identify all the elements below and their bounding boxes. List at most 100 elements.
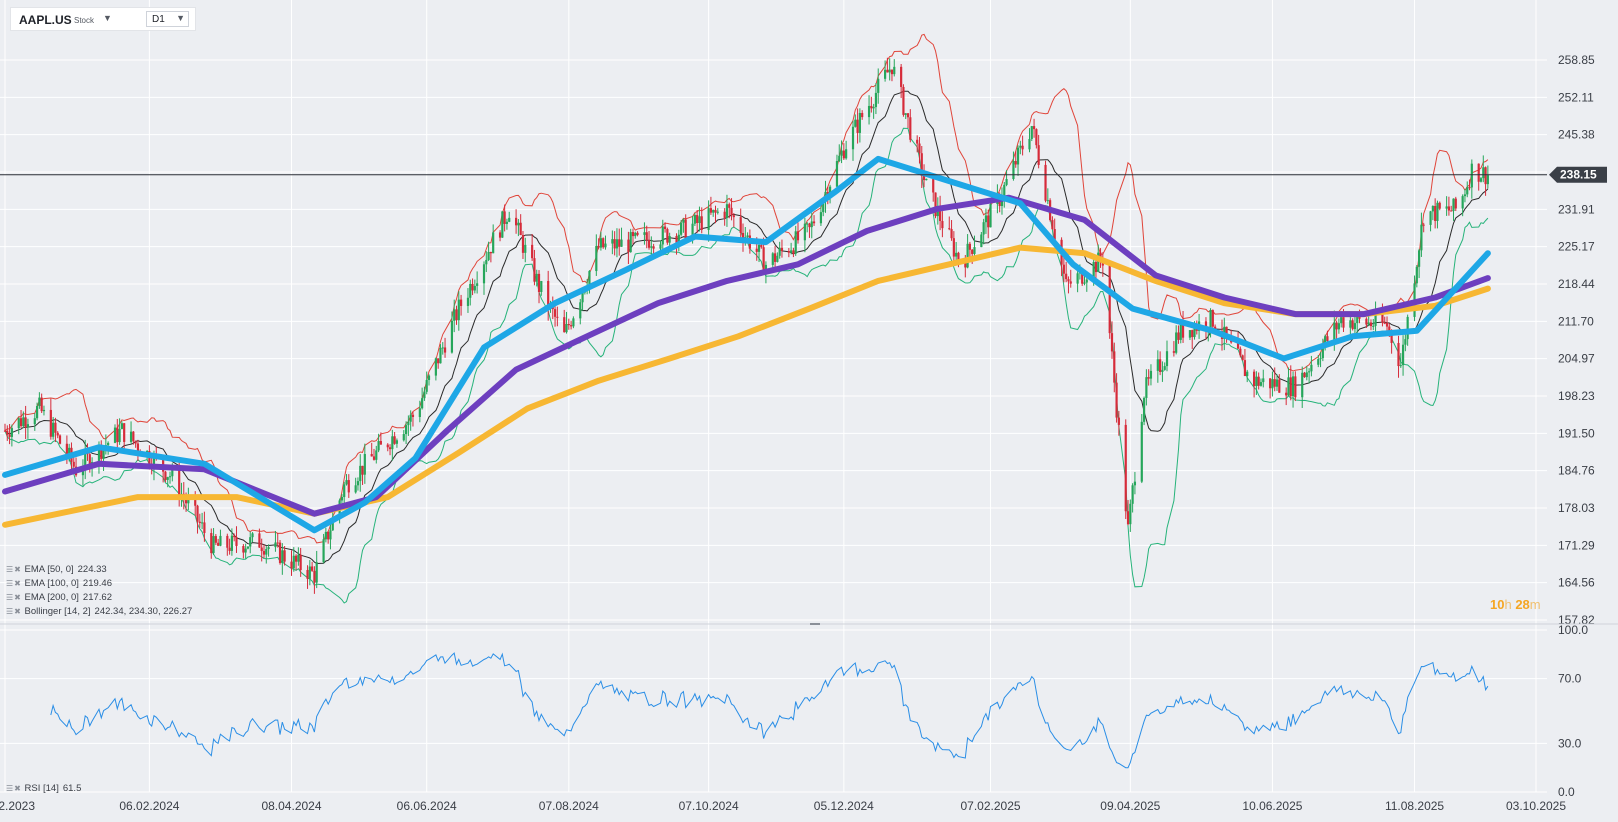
candle-body — [877, 78, 880, 93]
timeframe-value: D1 — [152, 14, 165, 25]
candle-body — [132, 431, 135, 442]
candle-body — [842, 150, 845, 159]
candle-body — [411, 414, 415, 418]
candle-body — [292, 555, 295, 569]
candle-body — [794, 231, 797, 254]
legend-rsi[interactable]: ☰✖ RSI [14] 61.5 — [6, 783, 82, 794]
candle-body — [235, 537, 238, 547]
candle-body — [854, 119, 857, 127]
candle-body — [136, 443, 140, 452]
price-tick-label: 225.17 — [1558, 240, 1595, 254]
candle-body — [918, 143, 921, 154]
candle-body — [716, 211, 719, 213]
symbol-selector[interactable]: AAPL.US Stock ▼ D1 ▼ — [10, 7, 196, 31]
price-tick-label: 184.76 — [1558, 464, 1595, 478]
candle-body — [1450, 210, 1453, 212]
candle-body — [343, 484, 346, 498]
candle-body — [680, 222, 683, 235]
menu-icon[interactable]: ☰ — [6, 593, 14, 602]
close-icon[interactable]: ✖ — [14, 565, 21, 574]
candle-body — [845, 149, 848, 159]
candle-body — [675, 236, 678, 244]
vertical-grid — [4, 0, 1537, 792]
candle-body — [696, 215, 699, 224]
candle-body — [1468, 187, 1471, 189]
candle-body — [501, 211, 504, 238]
candle-body — [971, 249, 974, 254]
candle-body — [732, 215, 735, 218]
candle-body — [476, 283, 479, 286]
candle-body — [1255, 376, 1258, 387]
candle-body — [982, 222, 985, 235]
candle-body — [1294, 376, 1297, 398]
close-icon[interactable]: ✖ — [14, 579, 21, 588]
legend-bollinger[interactable]: ☰✖ Bollinger [14, 2] 242.34, 234.30, 226.… — [6, 606, 193, 617]
candle-body — [402, 434, 405, 441]
candle-body — [925, 178, 928, 181]
candle-body — [1149, 370, 1153, 379]
candle-body — [8, 434, 11, 437]
close-icon[interactable]: ✖ — [14, 607, 21, 616]
candle-body — [434, 358, 437, 376]
candle-body — [26, 424, 30, 428]
legend-ema-100[interactable]: ☰✖ EMA [100, 0] 219.46 — [6, 578, 112, 589]
menu-icon[interactable]: ☰ — [6, 607, 14, 616]
time-tick-label: 05.12.2024 — [814, 799, 874, 813]
candle-body — [524, 244, 527, 253]
bollinger-upper — [4, 33, 1489, 544]
menu-icon[interactable]: ☰ — [6, 784, 14, 793]
close-icon[interactable]: ✖ — [14, 784, 21, 793]
candle-body — [565, 324, 568, 333]
candle-body — [297, 554, 300, 562]
candle-body — [728, 204, 731, 208]
candle-body — [771, 253, 774, 265]
candle-body — [1429, 211, 1432, 225]
close-icon[interactable]: ✖ — [14, 593, 21, 602]
candle-body — [730, 207, 733, 216]
menu-icon[interactable]: ☰ — [6, 579, 14, 588]
candle-body — [19, 418, 23, 427]
candle-body — [904, 113, 907, 115]
candle-body — [700, 216, 703, 230]
candle-body — [762, 247, 765, 272]
time-axis[interactable]: 05.12.2023 06.02.2024 08.04.2024 06.06.2024… — [0, 799, 1566, 813]
candle-body — [1163, 366, 1166, 370]
price-tick-label: 231.91 — [1558, 202, 1595, 216]
last-price-value: 238.15 — [1560, 168, 1597, 182]
candle-body — [361, 465, 364, 475]
candle-body — [1147, 377, 1150, 379]
candle-body — [379, 441, 382, 445]
candle-body — [1390, 331, 1393, 343]
candle-body — [489, 251, 492, 254]
candle-body — [1477, 163, 1480, 182]
candle-body — [184, 498, 188, 504]
candle-body — [22, 417, 25, 427]
candle-body — [97, 444, 101, 463]
candle-body — [196, 505, 199, 522]
candle-body — [68, 447, 71, 457]
candle-body — [712, 209, 715, 213]
candle-body — [709, 208, 713, 213]
time-tick-label: 09.04.2025 — [1100, 799, 1160, 813]
candle-body — [973, 247, 976, 254]
candle-body — [49, 409, 52, 437]
chevron-down-icon[interactable]: ▼ — [103, 13, 112, 23]
candle-body — [359, 465, 362, 482]
candle-body — [294, 555, 298, 562]
candle-body — [455, 309, 458, 321]
candle-body — [659, 244, 662, 249]
candle-body — [233, 535, 236, 538]
candle-body — [395, 440, 399, 444]
legend-ema-200[interactable]: ☰✖ EMA [200, 0] 217.62 — [6, 592, 112, 603]
legend-ema-50[interactable]: ☰✖ EMA [50, 0] 224.33 — [6, 564, 107, 575]
timeframe-select[interactable]: D1 ▼ — [146, 11, 189, 27]
menu-icon[interactable]: ☰ — [6, 565, 14, 574]
candle-body — [1369, 322, 1373, 327]
candle-body — [888, 69, 891, 73]
candle-body — [1326, 336, 1329, 342]
candle-body — [553, 309, 557, 317]
candle-body — [1381, 312, 1384, 323]
candle-body — [152, 454, 156, 469]
price-axis[interactable]: 258.85252.11245.38238.65231.91225.17218.… — [1558, 53, 1595, 627]
